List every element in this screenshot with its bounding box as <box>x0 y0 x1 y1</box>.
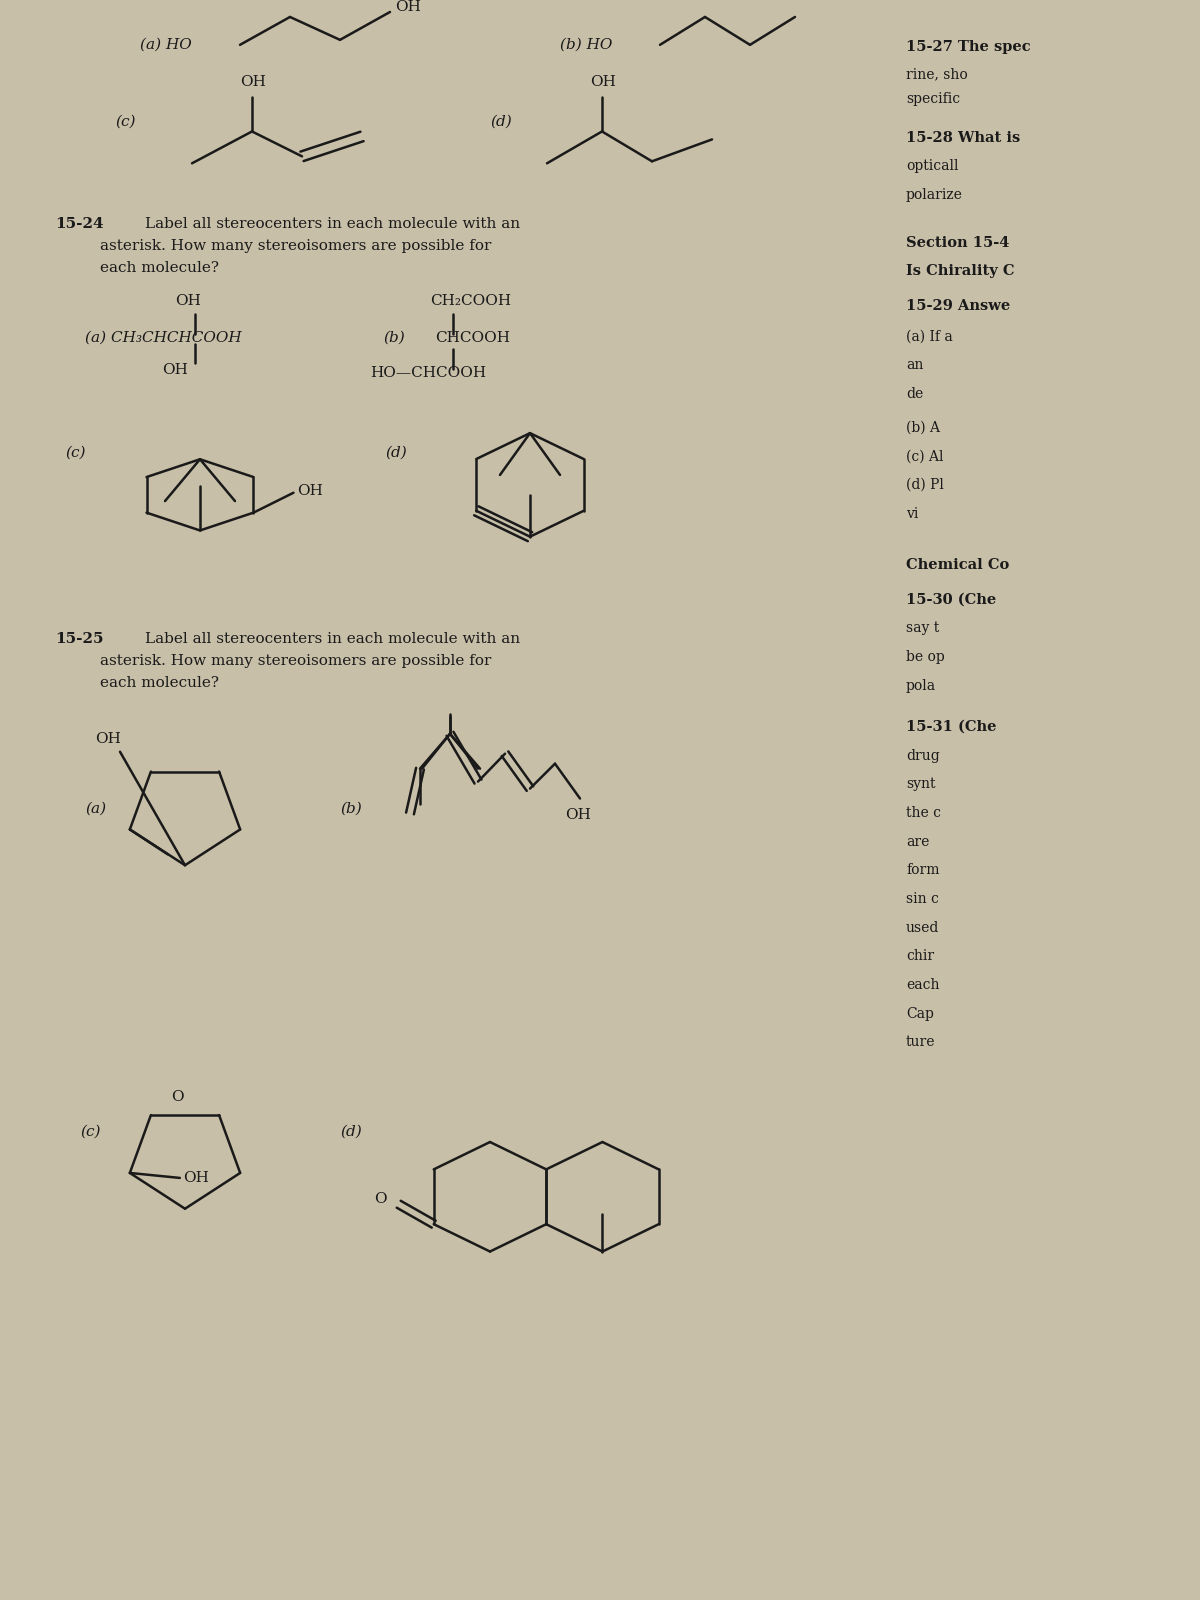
Text: 15-29 Answe: 15-29 Answe <box>906 299 1010 314</box>
Text: used: used <box>906 920 940 934</box>
Text: sin c: sin c <box>906 893 938 906</box>
Text: drug: drug <box>906 749 940 763</box>
Text: specific: specific <box>906 93 960 106</box>
Text: (d): (d) <box>490 115 511 128</box>
Text: each molecule?: each molecule? <box>100 261 220 275</box>
Text: O: O <box>374 1192 388 1206</box>
Text: rine, sho: rine, sho <box>906 67 967 82</box>
Text: 15-28 What is: 15-28 What is <box>906 131 1020 144</box>
Text: OH: OH <box>590 75 616 88</box>
Text: 15-27 The spec: 15-27 The spec <box>906 40 1031 54</box>
Text: (a) If a: (a) If a <box>906 330 953 344</box>
Text: HO—CHCOOH: HO—CHCOOH <box>370 366 486 381</box>
Text: OH: OH <box>182 1171 209 1186</box>
Text: O: O <box>170 1090 184 1104</box>
Text: (b) A: (b) A <box>906 421 940 435</box>
Text: Label all stereocenters in each molecule with an: Label all stereocenters in each molecule… <box>145 218 520 230</box>
Text: asterisk. How many stereoisomers are possible for: asterisk. How many stereoisomers are pos… <box>100 238 491 253</box>
Text: 15-24: 15-24 <box>55 218 103 230</box>
Text: (c) Al: (c) Al <box>906 450 943 464</box>
Text: CH₂COOH: CH₂COOH <box>430 294 511 307</box>
Text: (c): (c) <box>80 1125 101 1139</box>
Text: form: form <box>906 864 940 877</box>
Text: synt: synt <box>906 778 936 792</box>
Text: each molecule?: each molecule? <box>100 677 220 690</box>
Text: Chemical Co: Chemical Co <box>906 557 1009 571</box>
Text: (b): (b) <box>383 331 404 344</box>
Text: Is Chirality C: Is Chirality C <box>906 264 1014 278</box>
Text: (a) CH₃CHCHCOOH: (a) CH₃CHCHCOOH <box>85 331 241 344</box>
Text: Section 15-4: Section 15-4 <box>906 235 1009 250</box>
Text: say t: say t <box>906 621 940 635</box>
Text: Label all stereocenters in each molecule with an: Label all stereocenters in each molecule… <box>145 632 520 646</box>
Text: chir: chir <box>906 949 934 963</box>
Text: polarize: polarize <box>906 187 962 202</box>
Text: opticall: opticall <box>906 160 959 173</box>
Text: vi: vi <box>906 507 918 520</box>
Text: Cap: Cap <box>906 1006 934 1021</box>
Text: 15-30 (Che: 15-30 (Che <box>906 592 996 606</box>
Text: OH: OH <box>565 808 590 822</box>
Text: (b): (b) <box>340 802 361 816</box>
Text: pola: pola <box>906 678 936 693</box>
Text: OH: OH <box>95 731 121 746</box>
Text: (c): (c) <box>115 115 136 128</box>
Text: (a): (a) <box>85 802 106 816</box>
Text: each: each <box>906 978 940 992</box>
Text: OH: OH <box>395 0 421 14</box>
Text: (c): (c) <box>65 446 85 461</box>
Text: OH: OH <box>175 294 200 307</box>
Text: are: are <box>906 835 929 848</box>
Text: an: an <box>906 358 923 373</box>
Text: (d): (d) <box>340 1125 361 1139</box>
Text: asterisk. How many stereoisomers are possible for: asterisk. How many stereoisomers are pos… <box>100 654 491 669</box>
Text: de: de <box>906 387 923 402</box>
Text: ture: ture <box>906 1035 936 1050</box>
Text: (b) HO: (b) HO <box>560 38 612 51</box>
Text: OH: OH <box>162 363 188 378</box>
Text: OH: OH <box>298 483 323 498</box>
Text: 15-31 (Che: 15-31 (Che <box>906 720 996 734</box>
Text: (a) HO: (a) HO <box>140 38 192 51</box>
Text: OH: OH <box>240 75 266 88</box>
Text: CHCOOH: CHCOOH <box>436 331 510 344</box>
Text: 15-25: 15-25 <box>55 632 103 646</box>
Text: be op: be op <box>906 650 944 664</box>
Text: the c: the c <box>906 806 941 821</box>
Text: (d) Pl: (d) Pl <box>906 478 944 491</box>
Text: (d): (d) <box>385 446 407 461</box>
